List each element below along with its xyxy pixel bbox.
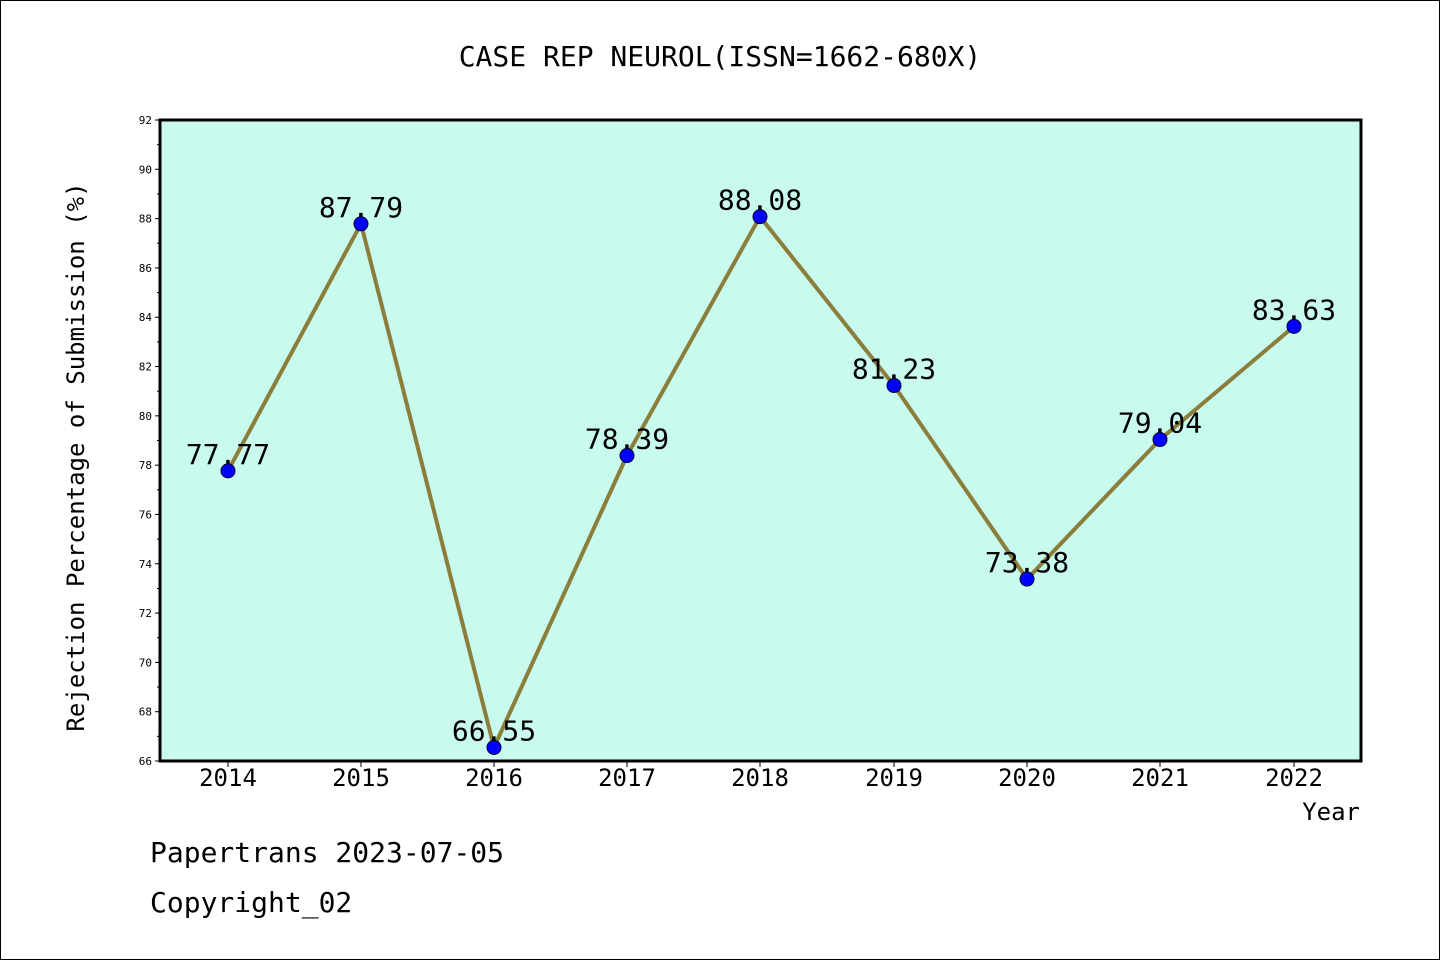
data-point-2017 <box>619 448 635 464</box>
data-labels: 77.77 87.79 66.55 78.39 88.08 81.23 73.38 79.04… <box>186 184 1336 748</box>
y-tick-label-88: 88 <box>139 213 152 226</box>
y-tick-label-90: 90 <box>139 163 152 176</box>
series-layer <box>220 209 1302 755</box>
data-label-2022: 83.63 <box>1252 293 1336 326</box>
y-tick-label-68: 68 <box>139 706 152 719</box>
y-tick-label-78: 78 <box>139 459 152 472</box>
y-axis-label: Rejection Percentage of Submission (%) <box>62 182 90 731</box>
footer-date: Papertrans 2023-07-05 <box>150 836 505 869</box>
y-tick-label-76: 76 <box>139 508 152 521</box>
y-tick-label-72: 72 <box>139 607 152 620</box>
y-tick-label-80: 80 <box>139 410 152 423</box>
data-label-2018: 88.08 <box>718 184 802 217</box>
data-point-2016 <box>486 739 502 755</box>
x-tick-label-2021: 2021 <box>1131 764 1189 792</box>
y-tick-label-82: 82 <box>139 361 152 374</box>
x-tick-label-2016: 2016 <box>465 764 523 792</box>
data-label-2021: 79.04 <box>1118 407 1202 440</box>
data-label-2014: 77.77 <box>186 438 270 471</box>
data-point-2020 <box>1019 571 1035 587</box>
y-tick-label-74: 74 <box>139 558 153 571</box>
data-label-2017: 78.39 <box>585 423 669 456</box>
y-tick-label-70: 70 <box>139 656 152 669</box>
y-tick-label-84: 84 <box>139 311 153 324</box>
x-tick-label-2020: 2020 <box>998 764 1056 792</box>
x-axis-label: Year <box>1302 798 1360 826</box>
data-label-2019: 81.23 <box>852 353 936 386</box>
x-tick-label-2014: 2014 <box>199 764 257 792</box>
y-tick-label-86: 86 <box>139 262 152 275</box>
x-tick-label-2022: 2022 <box>1265 764 1323 792</box>
data-label-2020: 73.38 <box>985 546 1069 579</box>
x-tick-label-2018: 2018 <box>731 764 789 792</box>
footer-copyright: Copyright_02 <box>150 886 353 919</box>
y-tick-label-66: 66 <box>139 755 152 768</box>
data-label-2015: 87.79 <box>319 191 403 224</box>
data-point-2022 <box>1286 318 1302 334</box>
data-point-2019 <box>886 378 902 394</box>
y-axis: 66 68 70 72 74 76 78 80 82 84 86 88 90 92 <box>139 114 160 768</box>
x-tick-label-2019: 2019 <box>865 764 923 792</box>
x-axis: 2014 2015 2016 2017 2018 2019 2020 2021 2022 <box>199 761 1323 792</box>
chart-title: CASE REP NEUROL(ISSN=1662-680X) <box>459 40 982 73</box>
x-tick-label-2017: 2017 <box>598 764 656 792</box>
data-point-2015 <box>353 216 369 232</box>
data-point-2021 <box>1152 432 1168 448</box>
x-tick-label-2015: 2015 <box>332 764 390 792</box>
data-label-2016: 66.55 <box>452 714 536 747</box>
data-point-2014 <box>220 463 236 479</box>
y-tick-label-92: 92 <box>139 114 152 127</box>
data-point-2018 <box>752 209 768 225</box>
